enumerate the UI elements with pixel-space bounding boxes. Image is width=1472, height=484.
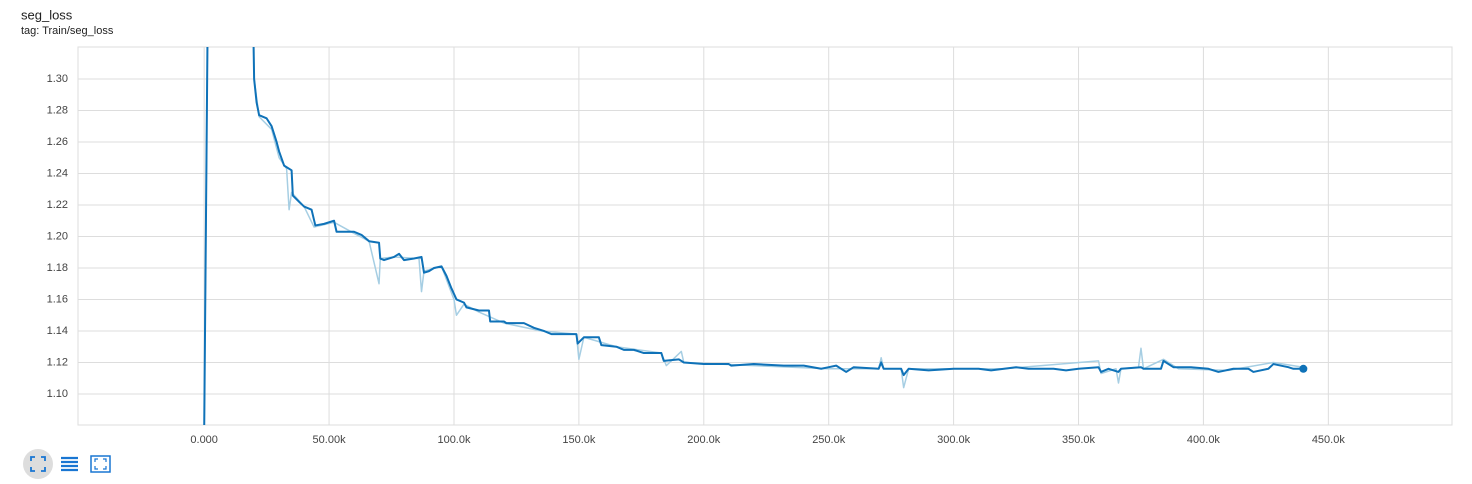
- x-tick-label: 300.0k: [937, 434, 971, 446]
- toggle-log-button[interactable]: [61, 456, 78, 472]
- x-tick-label: 0.000: [190, 434, 218, 446]
- chart-subtitle: tag: Train/seg_loss: [21, 25, 114, 37]
- x-tick-label: 200.0k: [687, 434, 721, 446]
- smoothed-line: [203, 47, 1304, 425]
- toolbar: [23, 449, 111, 479]
- y-tick-label: 1.10: [47, 388, 68, 400]
- fit-domain-button[interactable]: [23, 449, 53, 479]
- plot-area: [203, 47, 1308, 425]
- last-point: [1299, 364, 1308, 373]
- y-tick-label: 1.18: [47, 262, 68, 274]
- x-tick-label: 400.0k: [1187, 434, 1221, 446]
- x-tick-label: 150.0k: [562, 434, 596, 446]
- y-tick-label: 1.12: [47, 356, 68, 368]
- x-tick-label: 50.00k: [313, 434, 347, 446]
- y-tick-label: 1.16: [47, 293, 68, 305]
- y-tick-label: 1.14: [47, 325, 68, 337]
- x-tick-label: 450.0k: [1312, 434, 1346, 446]
- x-tick-label: 100.0k: [437, 434, 471, 446]
- x-tick-label: 350.0k: [1062, 434, 1096, 446]
- chart-title: seg_loss: [21, 7, 73, 22]
- y-tick-label: 1.30: [47, 73, 68, 85]
- grid: [78, 47, 1452, 425]
- y-tick-label: 1.24: [47, 167, 68, 179]
- y-tick-label: 1.28: [47, 104, 68, 116]
- y-tick-label: 1.26: [47, 136, 68, 148]
- y-tick-label: 1.22: [47, 199, 68, 211]
- y-tick-label: 1.20: [47, 230, 68, 242]
- x-tick-label: 250.0k: [812, 434, 846, 446]
- download-button[interactable]: [90, 455, 111, 473]
